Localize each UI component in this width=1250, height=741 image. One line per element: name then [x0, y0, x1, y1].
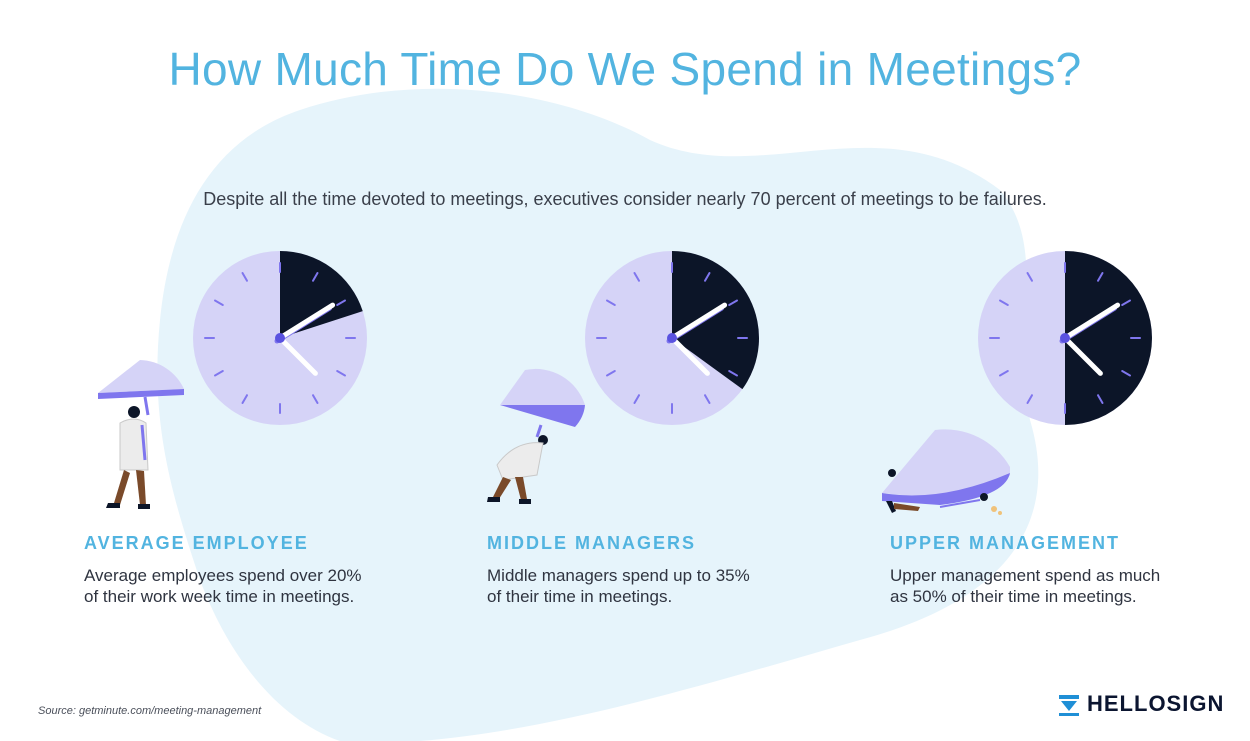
clock-tick	[1097, 272, 1104, 282]
column-title-middle-managers: MIDDLE MANAGERS	[487, 533, 696, 553]
column-title-upper-management: UPPER MANAGEMENT	[890, 533, 1121, 553]
desc-line: as 50% of their time in meetings.	[890, 587, 1137, 606]
figure-executive-under-slice	[882, 429, 1010, 515]
clock-tick	[999, 370, 1009, 377]
figure-manager-pushing-slice	[487, 368, 585, 504]
clock-tick	[704, 394, 711, 404]
clock-upper-management	[978, 251, 1152, 425]
clock-tick	[1026, 394, 1033, 404]
clock-average-employee	[193, 251, 367, 425]
brand-logo: HELLOSIGN	[1057, 690, 1224, 718]
clock-tick	[336, 370, 346, 377]
clock-center-pin	[1060, 333, 1070, 343]
clock-meeting-wedge	[280, 251, 363, 338]
clock-minute-hand	[669, 302, 728, 341]
clock-tick	[241, 394, 248, 404]
clock-minute-hand	[277, 302, 336, 341]
clock-tick	[606, 370, 616, 377]
page-title: How Much Time Do We Spend in Meetings?	[168, 43, 1082, 95]
clock-tick	[1097, 394, 1104, 404]
column-desc-average-employee: Average employees spend over 20% of thei…	[84, 565, 404, 607]
clock-hour-hand	[1062, 335, 1103, 376]
clock-tick	[606, 299, 616, 306]
desc-line: of their time in meetings.	[487, 587, 673, 606]
source-note: Source: getminute.com/meeting-management	[38, 705, 262, 717]
desc-line: Average employees spend over 20%	[84, 566, 362, 585]
clock-tick	[336, 299, 346, 306]
column-title-average-employee: AVERAGE EMPLOYEE	[84, 533, 309, 553]
column-desc-middle-managers: Middle managers spend up to 35% of their…	[487, 565, 807, 607]
clock-meeting-wedge	[1065, 251, 1152, 425]
clock-tick	[728, 370, 738, 377]
clock-hour-hand	[277, 335, 318, 376]
clock-tick	[312, 272, 319, 282]
clock-center-pin	[275, 333, 285, 343]
clock-tick	[214, 370, 224, 377]
clock-center-pin	[667, 333, 677, 343]
clock-tick	[214, 299, 224, 306]
clock-tick	[633, 394, 640, 404]
clock-tick	[241, 272, 248, 282]
desc-line: Middle managers spend up to 35%	[487, 566, 750, 585]
clock-tick	[999, 299, 1009, 306]
clock-tick	[1121, 370, 1131, 377]
clock-tick	[1121, 299, 1131, 306]
clock-tick	[704, 272, 711, 282]
clock-minute-hand	[1062, 302, 1121, 341]
page-subtitle: Despite all the time devoted to meetings…	[203, 189, 1047, 209]
clock-tick	[633, 272, 640, 282]
desc-line: of their work week time in meetings.	[84, 587, 355, 606]
clock-middle-managers	[585, 251, 759, 425]
clock-hour-hand	[669, 335, 710, 376]
hellosign-logo-icon	[1059, 695, 1079, 716]
clock-tick	[312, 394, 319, 404]
clock-tick	[1026, 272, 1033, 282]
clock-meeting-wedge	[672, 251, 759, 390]
clock-tick	[728, 299, 738, 306]
brand-name: HELLOSIGN	[1087, 691, 1225, 716]
column-desc-upper-management: Upper management spend as much as 50% of…	[890, 565, 1210, 607]
desc-line: Upper management spend as much	[890, 566, 1161, 585]
figure-employee-carrying-slice	[98, 360, 184, 509]
